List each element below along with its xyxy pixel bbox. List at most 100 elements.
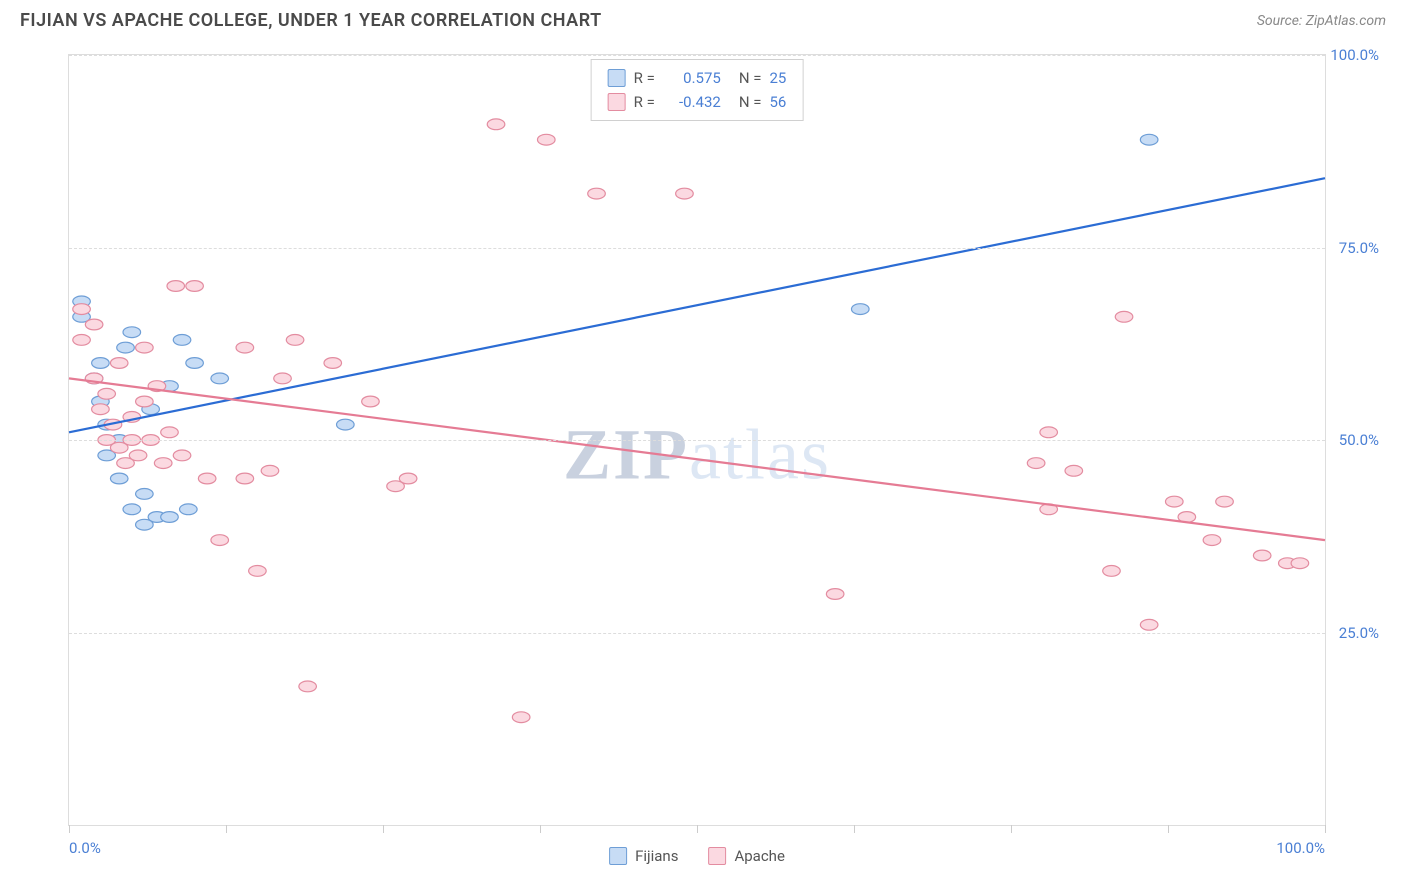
scatter-point [173, 450, 191, 461]
scatter-point [537, 134, 555, 145]
legend-swatch [609, 847, 627, 865]
y-tick-label: 75.0% [1339, 239, 1379, 257]
x-tick-label: 0.0% [69, 839, 101, 857]
x-tick [226, 825, 227, 833]
scatter-point [1291, 558, 1309, 569]
chart-header: FIJIAN VS APACHE COLLEGE, UNDER 1 YEAR C… [0, 0, 1406, 35]
scatter-point [180, 504, 198, 515]
scatter-point [98, 388, 116, 399]
scatter-point [161, 427, 179, 438]
scatter-point [1040, 427, 1058, 438]
legend-row: R = 0.575 N = 25 [608, 66, 787, 90]
scatter-point [286, 335, 304, 346]
scatter-point [173, 335, 191, 346]
scatter-point [337, 419, 355, 430]
legend-n-value: 25 [769, 66, 786, 90]
series-legend-item: Fijians [609, 847, 678, 865]
scatter-point [236, 342, 254, 353]
correlation-legend: R = 0.575 N = 25 R = -0.432 N = 56 [591, 59, 804, 121]
legend-swatch [608, 69, 626, 87]
scatter-point [236, 473, 254, 484]
gridline [69, 55, 1325, 56]
legend-r-value: 0.575 [663, 66, 721, 90]
chart-title: FIJIAN VS APACHE COLLEGE, UNDER 1 YEAR C… [20, 10, 602, 31]
scatter-point [110, 473, 128, 484]
series-legend-item: Apache [708, 847, 784, 865]
x-tick [69, 825, 70, 833]
x-tick [1168, 825, 1169, 833]
regression-line [69, 378, 1325, 540]
scatter-point [123, 327, 141, 338]
legend-n-value: 56 [769, 90, 786, 114]
scatter-point [117, 342, 135, 353]
scatter-point [512, 712, 530, 723]
legend-row: R = -0.432 N = 56 [608, 90, 787, 114]
scatter-point [161, 512, 179, 523]
scatter-point [1203, 535, 1221, 546]
scatter-point [1253, 550, 1271, 561]
regression-line [69, 178, 1325, 432]
scatter-point [1115, 311, 1133, 322]
scatter-point [129, 450, 147, 461]
scatter-point [1103, 566, 1121, 577]
x-tick [383, 825, 384, 833]
series-legend-label: Fijians [635, 847, 678, 865]
legend-r-label: R = [634, 66, 655, 90]
scatter-point [123, 504, 141, 515]
gridline [69, 440, 1325, 441]
scatter-point [399, 473, 417, 484]
scatter-point [274, 373, 292, 384]
scatter-point [211, 373, 229, 384]
legend-swatch [608, 93, 626, 111]
x-tick [1011, 825, 1012, 833]
y-tick-label: 100.0% [1330, 46, 1379, 64]
scatter-point [826, 589, 844, 600]
scatter-point [73, 304, 91, 315]
chart-container: College, Under 1 year ZIPatlas R =0.575N… [20, 46, 1386, 874]
scatter-point [299, 681, 317, 692]
scatter-point [1165, 496, 1183, 507]
scatter-point [73, 335, 91, 346]
scatter-point [92, 404, 110, 415]
legend-n-label: N = [739, 90, 762, 114]
plot-area: ZIPatlas R =0.575N =25R =-0.432N =56 Fij… [68, 54, 1326, 826]
source-label: Source: ZipAtlas.com [1257, 13, 1386, 29]
scatter-point [186, 281, 204, 292]
series-legend: Fijians Apache [609, 847, 785, 865]
legend-swatch [708, 847, 726, 865]
gridline [69, 248, 1325, 249]
scatter-point [136, 489, 154, 500]
gridline [69, 633, 1325, 634]
scatter-point [186, 358, 204, 369]
scatter-point [136, 396, 154, 407]
scatter-point [167, 281, 185, 292]
scatter-point [1027, 458, 1045, 469]
scatter-point [198, 473, 216, 484]
scatter-point [1140, 134, 1158, 145]
x-tick [697, 825, 698, 833]
scatter-point [851, 304, 869, 315]
x-tick [854, 825, 855, 833]
scatter-point [249, 566, 267, 577]
scatter-point [588, 188, 606, 199]
legend-n-label: N = [739, 66, 762, 90]
y-tick-label: 25.0% [1339, 624, 1379, 642]
legend-r-label: R = [634, 90, 655, 114]
scatter-point [676, 188, 694, 199]
y-tick-label: 50.0% [1339, 431, 1379, 449]
scatter-point [136, 519, 154, 530]
scatter-point [211, 535, 229, 546]
scatter-point [1140, 619, 1158, 630]
scatter-point [136, 342, 154, 353]
x-tick-label: 100.0% [1276, 839, 1325, 857]
scatter-point [1216, 496, 1234, 507]
series-legend-label: Apache [734, 847, 784, 865]
scatter-point [92, 358, 110, 369]
scatter-point [362, 396, 380, 407]
scatter-point [110, 358, 128, 369]
legend-r-value: -0.432 [663, 90, 721, 114]
scatter-point [261, 465, 279, 476]
scatter-point [1065, 465, 1083, 476]
scatter-point [154, 458, 172, 469]
scatter-point [85, 319, 103, 330]
